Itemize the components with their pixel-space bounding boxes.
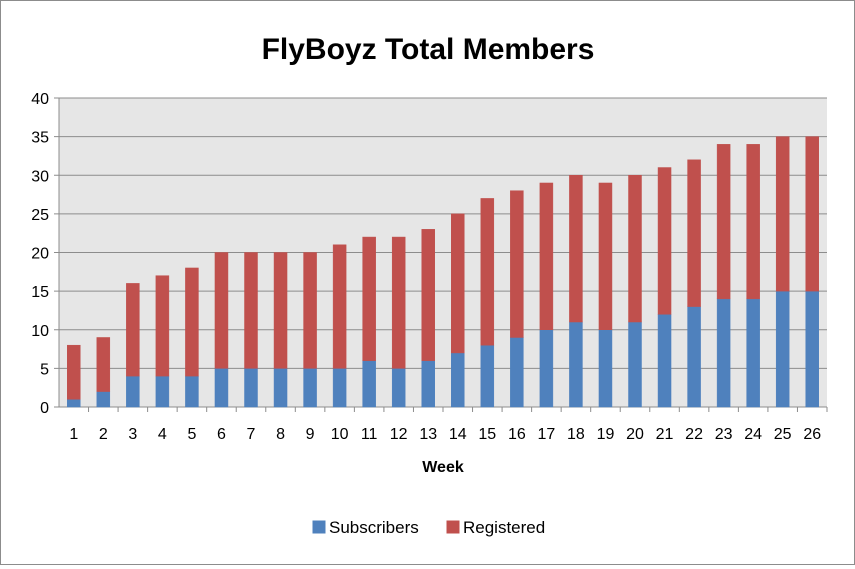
x-tick-label: 24 [744,426,762,443]
x-tick-label: 18 [567,426,585,443]
x-tick-label: 8 [276,426,285,443]
bar-subscribers-week-8 [273,368,288,408]
bar-registered-week-16 [510,190,524,338]
x-axis-label: Week [422,459,464,476]
bar-subscribers-week-3 [126,375,140,408]
bar-subscribers-week-14 [451,352,465,408]
x-tick-label: 21 [656,426,674,443]
bar-registered-week-2 [96,337,111,392]
bar-subscribers-week-13 [421,360,435,408]
bar-registered-week-10 [332,244,347,369]
bar-registered-week-25 [775,136,790,292]
bar-subscribers-week-24 [746,298,760,408]
x-tick-label: 9 [306,426,315,443]
bar-subscribers-week-6 [214,368,229,408]
x-tick-label: 23 [715,426,733,443]
bar-subscribers-week-25 [775,290,790,408]
bar-registered-week-15 [480,198,495,346]
bar-subscribers-week-1 [67,399,81,408]
bar-subscribers-week-15 [480,344,495,408]
y-tick-label: 35 [31,130,49,147]
bar-subscribers-week-20 [628,321,642,408]
bar-subscribers-week-9 [303,368,317,408]
bar-registered-week-5 [185,267,199,377]
bar-subscribers-week-7 [244,368,258,408]
x-tick-label: 11 [361,426,378,443]
bar-registered-week-26 [805,136,819,292]
bar-registered-week-23 [716,144,731,300]
x-tick-label: 16 [508,426,526,443]
x-tick-label: 12 [390,426,408,443]
legend-item-subscribers: Subscribers [312,518,419,537]
x-tick-label: 14 [449,426,467,443]
legend-swatch [446,520,460,534]
bar-registered-week-12 [391,236,406,369]
x-tick-label: 3 [128,426,137,443]
x-tick-label: 13 [419,426,437,443]
bar-subscribers-week-12 [391,368,406,408]
x-tick-label: 15 [478,426,496,443]
x-tick-label: 6 [217,426,226,443]
bar-subscribers-week-11 [362,360,376,408]
bar-subscribers-week-2 [96,391,111,408]
bar-subscribers-week-4 [155,375,170,408]
x-tick-label: 22 [685,426,703,443]
bar-subscribers-week-23 [716,298,731,408]
y-tick-label: 5 [40,361,49,378]
legend-item-registered: Registered [446,518,545,537]
legend-label: Subscribers [329,518,419,537]
bar-registered-week-1 [67,344,81,400]
bar-subscribers-week-19 [598,329,613,408]
bar-registered-week-14 [451,213,465,354]
x-tick-label: 5 [187,426,196,443]
x-tick-label: 7 [247,426,256,443]
y-tick-label: 0 [40,400,49,417]
x-tick-label: 25 [774,426,792,443]
bar-registered-week-22 [687,159,701,307]
x-tick-label: 10 [331,426,349,443]
bar-subscribers-week-21 [657,314,672,408]
bar-subscribers-week-18 [569,321,583,408]
legend: Subscribers Registered [312,518,545,537]
bar-registered-week-7 [244,252,258,369]
bar-registered-week-17 [539,182,554,330]
legend-swatch [312,520,326,534]
bar-registered-week-13 [421,229,435,361]
x-tick-label: 17 [537,426,555,443]
bar-registered-week-21 [657,167,672,315]
x-tick-label: 20 [626,426,644,443]
y-tick-label: 25 [31,207,49,224]
bar-registered-week-20 [628,175,642,323]
bar-subscribers-week-16 [510,337,524,408]
y-tick-label: 20 [31,246,49,263]
bar-registered-week-18 [569,175,583,323]
bar-registered-week-3 [126,283,140,377]
x-tick-label: 4 [158,426,167,443]
bar-registered-week-4 [155,275,170,377]
bar-subscribers-week-5 [185,375,199,408]
y-tick-label: 30 [31,168,49,185]
bar-registered-week-9 [303,252,317,369]
chart-title: FlyBoyz Total Members [262,33,595,66]
x-tick-label: 1 [69,426,78,443]
y-tick-label: 15 [31,284,49,301]
y-tick-label: 40 [31,91,49,108]
x-tick-label: 19 [597,426,615,443]
x-tick-label: 2 [99,426,108,443]
bar-subscribers-week-22 [687,306,701,408]
bar-subscribers-week-26 [805,290,819,408]
y-tick-label: 10 [31,323,49,340]
x-tick-label: 26 [803,426,821,443]
legend-label: Registered [463,518,545,537]
bar-registered-week-24 [746,144,760,300]
bar-registered-week-11 [362,236,376,361]
bar-registered-week-19 [598,182,613,330]
bar-subscribers-week-17 [539,329,554,408]
bar-registered-week-8 [273,252,288,369]
bar-subscribers-week-10 [332,368,347,408]
bar-registered-week-6 [214,252,229,369]
